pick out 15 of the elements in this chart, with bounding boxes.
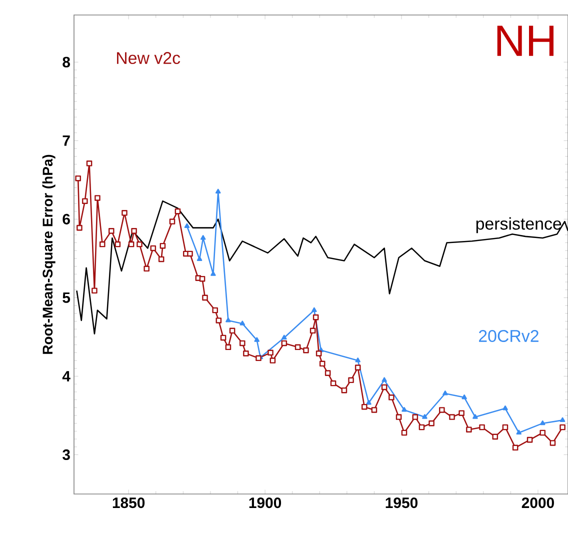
y-tick-label: 4	[62, 371, 70, 382]
text: 20CRv2	[478, 330, 538, 342]
series-label: persistence	[476, 217, 562, 234]
y-tick-label: 6	[62, 214, 70, 224]
x-tick-label: 2000	[522, 498, 554, 508]
y-tick-label: 5	[62, 292, 70, 303]
y-tick-label: 8	[62, 56, 70, 68]
y-tick-label: 3	[62, 449, 70, 460]
x-tick-label: 1900	[249, 498, 282, 508]
y-axis-title: Root-Mean-Square Error (hPa)	[42, 154, 56, 354]
y-tick-label: 7	[62, 136, 70, 146]
text: New v2c	[117, 52, 180, 64]
chart-title: NH	[497, 26, 554, 56]
x-tick-label: 1850	[112, 498, 145, 508]
x-tick-label: 1950	[386, 498, 418, 508]
